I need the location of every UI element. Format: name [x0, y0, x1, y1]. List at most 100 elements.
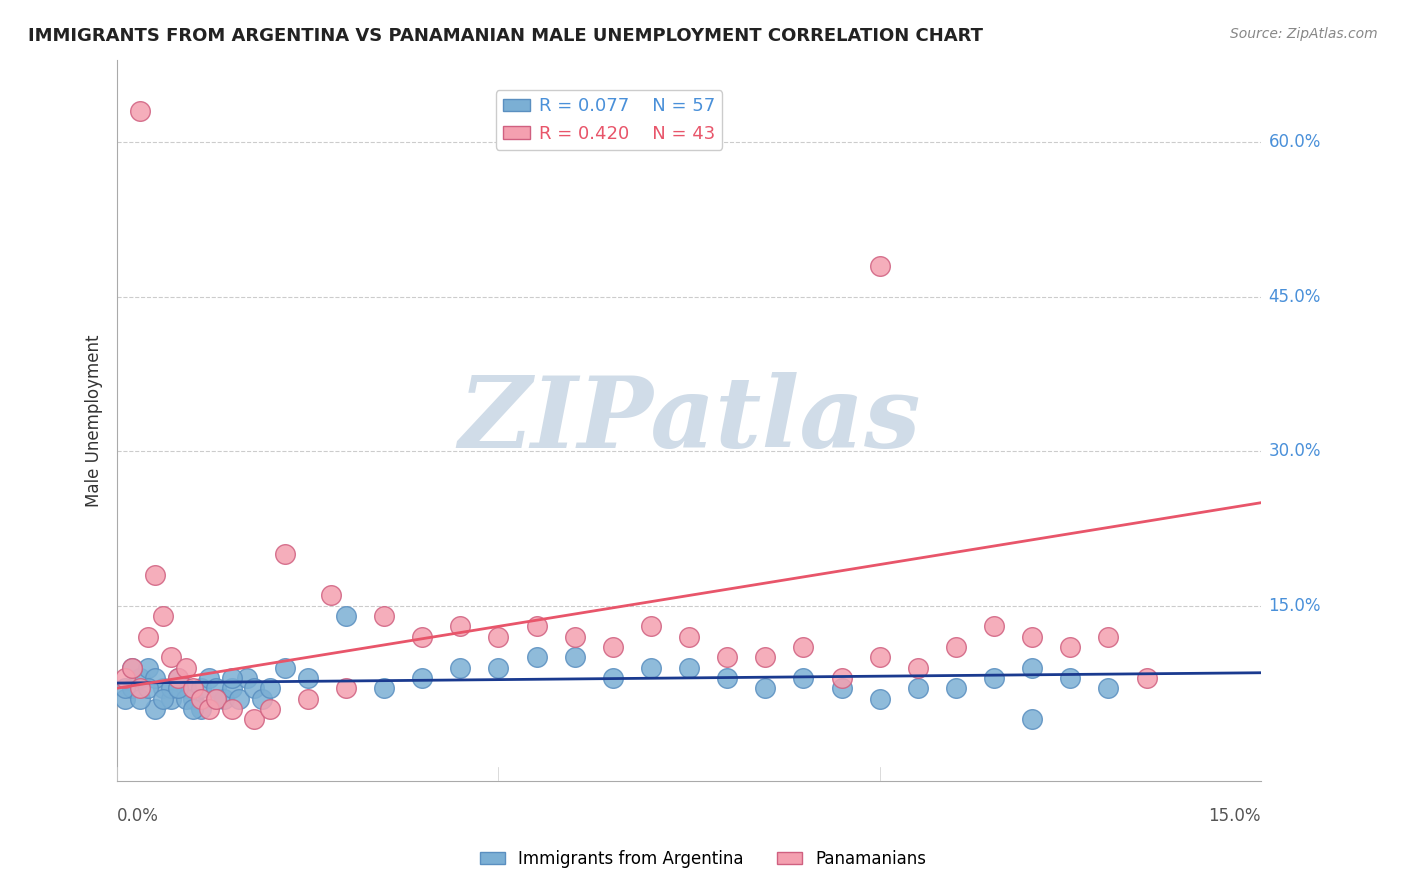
Point: [411, 671, 433, 685]
Point: [792, 671, 814, 685]
Text: Source: ZipAtlas.com: Source: ZipAtlas.com: [1230, 27, 1378, 41]
Point: [449, 619, 471, 633]
Point: [1021, 660, 1043, 674]
Point: [869, 691, 891, 706]
Point: [167, 681, 190, 696]
Point: [190, 702, 212, 716]
Point: [114, 681, 136, 696]
Point: [945, 681, 967, 696]
Point: [640, 660, 662, 674]
Point: [831, 671, 853, 685]
Point: [602, 640, 624, 654]
Point: [167, 671, 190, 685]
Point: [754, 650, 776, 665]
Point: [183, 681, 205, 696]
Point: [564, 630, 586, 644]
Text: 15.0%: 15.0%: [1208, 806, 1261, 825]
Point: [526, 619, 548, 633]
Point: [136, 630, 159, 644]
Point: [243, 712, 266, 726]
Point: [564, 650, 586, 665]
Point: [602, 671, 624, 685]
Point: [174, 691, 197, 706]
Point: [831, 681, 853, 696]
Point: [945, 640, 967, 654]
Point: [228, 691, 250, 706]
Point: [678, 660, 700, 674]
Point: [121, 660, 143, 674]
Point: [373, 681, 395, 696]
Point: [205, 681, 228, 696]
Point: [159, 691, 181, 706]
Point: [983, 671, 1005, 685]
Text: 60.0%: 60.0%: [1268, 133, 1320, 151]
Point: [1021, 712, 1043, 726]
Point: [1021, 630, 1043, 644]
Point: [1059, 640, 1081, 654]
Point: [449, 660, 471, 674]
Point: [167, 671, 190, 685]
Legend: R = 0.077    N = 57, R = 0.420    N = 43: R = 0.077 N = 57, R = 0.420 N = 43: [495, 90, 723, 150]
Point: [221, 671, 243, 685]
Point: [121, 681, 143, 696]
Point: [1097, 681, 1119, 696]
Point: [190, 691, 212, 706]
Text: 45.0%: 45.0%: [1268, 287, 1320, 306]
Y-axis label: Male Unemployment: Male Unemployment: [86, 334, 103, 507]
Point: [190, 681, 212, 696]
Point: [152, 609, 174, 624]
Point: [159, 650, 181, 665]
Point: [1059, 671, 1081, 685]
Point: [183, 691, 205, 706]
Point: [114, 671, 136, 685]
Point: [159, 681, 181, 696]
Text: 30.0%: 30.0%: [1268, 442, 1322, 460]
Point: [136, 660, 159, 674]
Point: [869, 259, 891, 273]
Point: [143, 671, 166, 685]
Point: [197, 702, 219, 716]
Point: [250, 691, 273, 706]
Point: [143, 567, 166, 582]
Text: ZIPatlas: ZIPatlas: [458, 372, 921, 468]
Point: [121, 660, 143, 674]
Point: [183, 702, 205, 716]
Point: [335, 609, 357, 624]
Point: [259, 681, 281, 696]
Point: [335, 681, 357, 696]
Point: [319, 589, 342, 603]
Point: [197, 671, 219, 685]
Point: [488, 630, 510, 644]
Point: [174, 681, 197, 696]
Point: [792, 640, 814, 654]
Point: [221, 702, 243, 716]
Point: [236, 671, 259, 685]
Point: [129, 104, 152, 119]
Point: [129, 691, 152, 706]
Point: [205, 691, 228, 706]
Point: [869, 650, 891, 665]
Legend: Immigrants from Argentina, Panamanians: Immigrants from Argentina, Panamanians: [472, 844, 934, 875]
Point: [152, 691, 174, 706]
Point: [678, 630, 700, 644]
Point: [259, 702, 281, 716]
Point: [274, 660, 297, 674]
Text: 15.0%: 15.0%: [1268, 597, 1322, 615]
Point: [716, 650, 738, 665]
Point: [129, 681, 152, 696]
Point: [1097, 630, 1119, 644]
Point: [716, 671, 738, 685]
Point: [640, 619, 662, 633]
Point: [754, 681, 776, 696]
Point: [243, 681, 266, 696]
Point: [205, 691, 228, 706]
Point: [152, 681, 174, 696]
Point: [174, 660, 197, 674]
Point: [274, 547, 297, 561]
Text: IMMIGRANTS FROM ARGENTINA VS PANAMANIAN MALE UNEMPLOYMENT CORRELATION CHART: IMMIGRANTS FROM ARGENTINA VS PANAMANIAN …: [28, 27, 983, 45]
Point: [143, 702, 166, 716]
Point: [114, 691, 136, 706]
Point: [411, 630, 433, 644]
Point: [212, 691, 235, 706]
Point: [221, 681, 243, 696]
